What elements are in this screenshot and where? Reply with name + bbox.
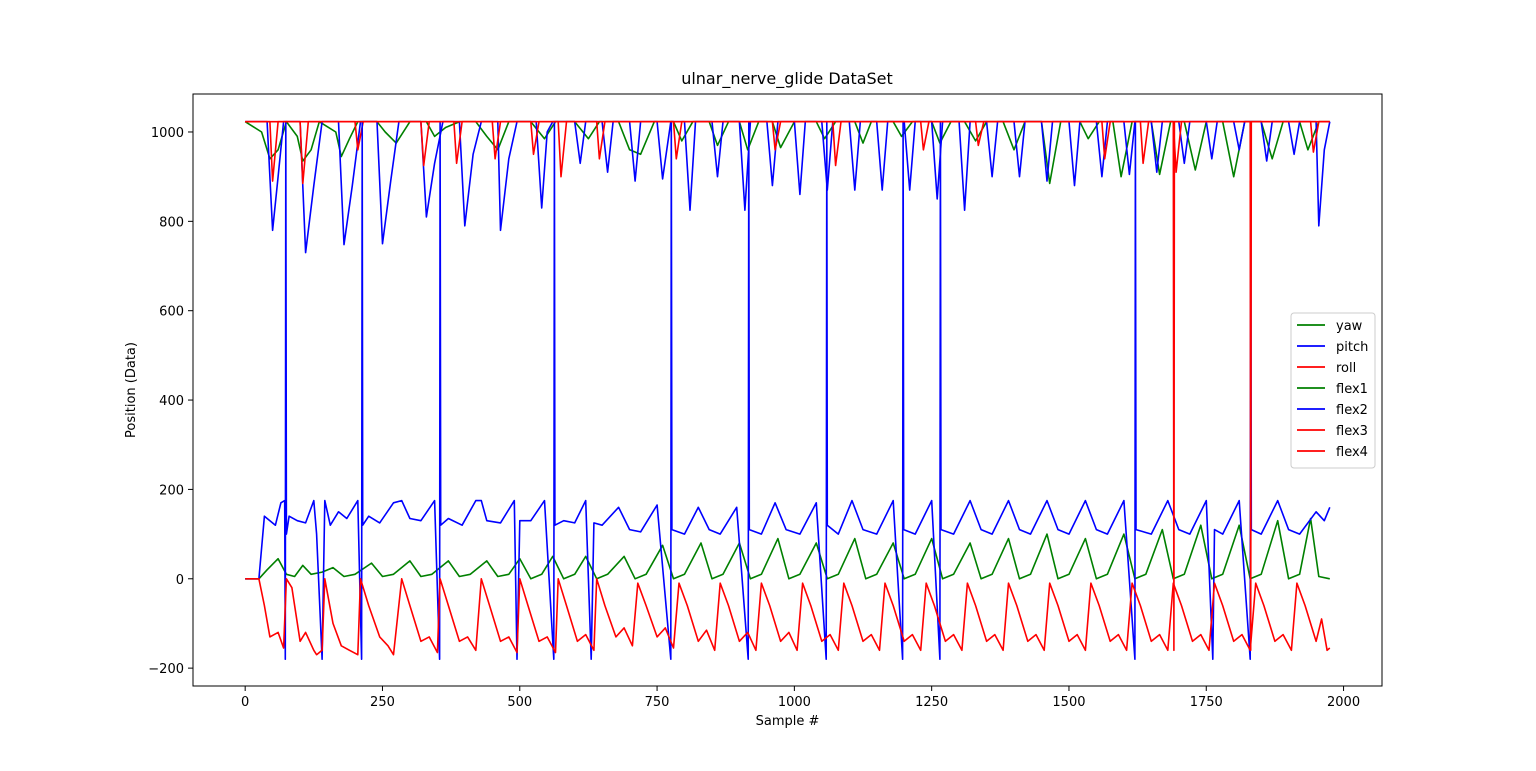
chart-title: ulnar_nerve_glide DataSet — [681, 69, 893, 89]
x-axis: 0 250 500 750 1000 1250 1500 1750 2000 — [241, 686, 1360, 710]
series-layer — [244, 120, 1331, 661]
y-tick-label: 0 — [176, 573, 184, 588]
y-tick-label: −200 — [148, 662, 184, 677]
series-line-flex2 — [245, 120, 1331, 661]
x-tick-label: 1500 — [1052, 695, 1085, 710]
legend-label-flex2: flex2 — [1336, 403, 1368, 418]
legend-label-flex1: flex1 — [1336, 382, 1368, 397]
y-tick-label: 200 — [159, 483, 184, 498]
legend-label-yaw: yaw — [1336, 319, 1363, 334]
series-line-flex4 — [245, 120, 1330, 652]
x-tick-label: 0 — [241, 695, 249, 710]
x-axis-label: Sample # — [756, 714, 820, 729]
series-line-pitch — [245, 120, 1331, 254]
legend-label-pitch: pitch — [1336, 340, 1368, 355]
y-axis: −200 0 200 400 600 800 1000 — [148, 126, 193, 677]
legend-label-flex3: flex3 — [1336, 424, 1368, 439]
x-tick-label: 250 — [370, 695, 395, 710]
y-tick-label: 1000 — [151, 126, 184, 141]
y-tick-label: 600 — [159, 305, 184, 320]
x-tick-label: 1000 — [778, 695, 811, 710]
x-tick-label: 500 — [507, 695, 532, 710]
plot-area-frame — [192, 93, 1383, 687]
series-line-flex3 — [245, 577, 1331, 656]
legend-label-roll: roll — [1336, 361, 1356, 376]
y-axis-label: Position (Data) — [124, 342, 139, 438]
series-line-flex1 — [245, 517, 1330, 580]
x-tick-label: 2000 — [1327, 695, 1360, 710]
x-tick-label: 1750 — [1190, 695, 1223, 710]
legend-label-flex4: flex4 — [1336, 445, 1368, 460]
legend: yaw pitch roll flex1 flex2 flex3 flex4 — [1290, 312, 1376, 469]
y-tick-label: 800 — [159, 215, 184, 230]
x-tick-label: 750 — [645, 695, 670, 710]
y-tick-label: 400 — [159, 394, 184, 409]
x-tick-label: 1250 — [915, 695, 948, 710]
